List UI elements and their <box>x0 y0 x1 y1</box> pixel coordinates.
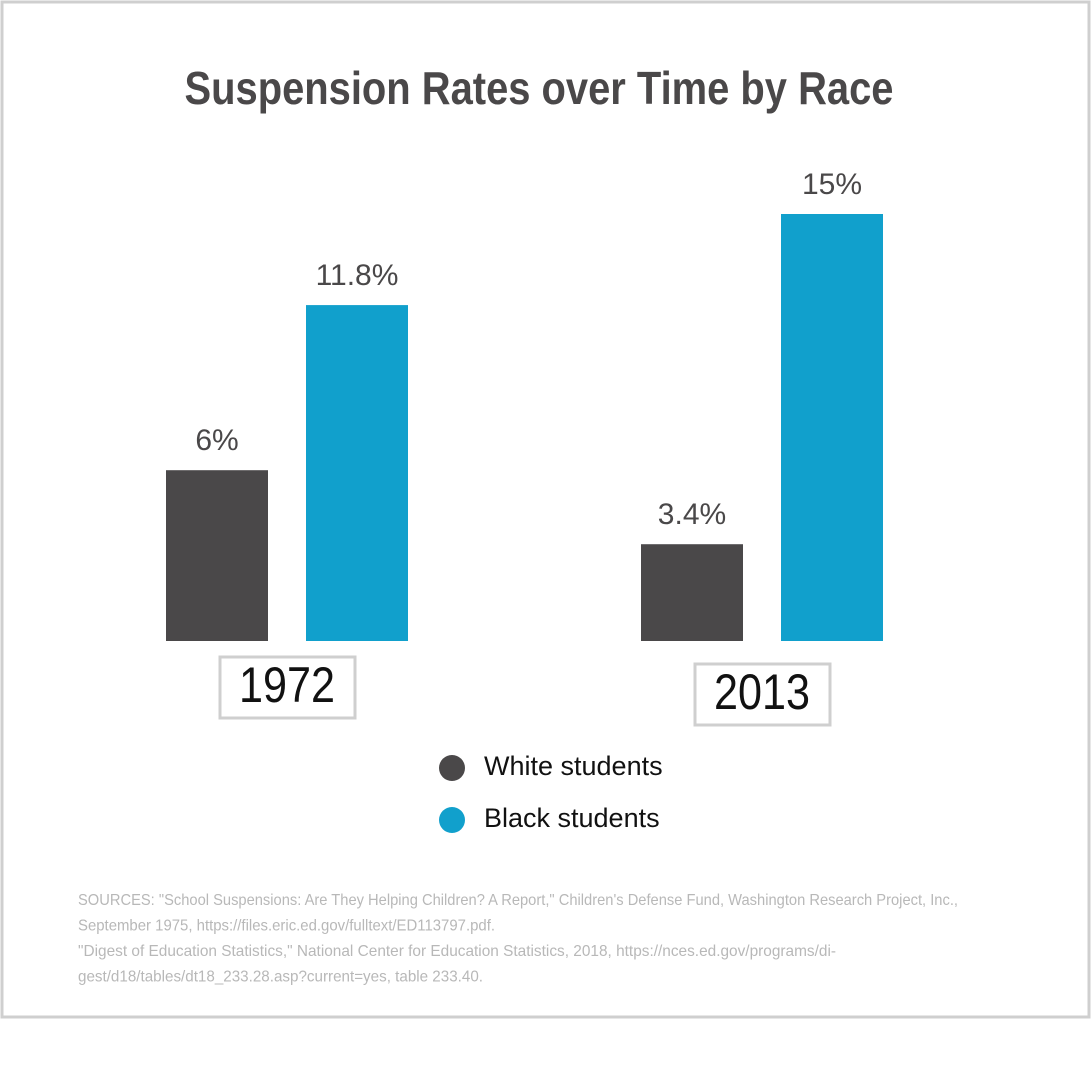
source-note: gest/d18/tables/dt18_233.28.asp?current=… <box>78 969 483 986</box>
x-tick-label: 2013 <box>714 664 810 720</box>
value-label: 15% <box>802 168 862 201</box>
value-label: 11.8% <box>316 259 399 292</box>
category-box <box>693 662 832 727</box>
source-note: September 1975, https://files.eric.ed.go… <box>78 918 495 935</box>
source-note: "Digest of Education Statistics," Nation… <box>78 943 836 960</box>
category-box <box>218 655 357 720</box>
bar <box>781 214 883 641</box>
frame <box>0 0 1091 1019</box>
value-label: 3.4% <box>658 498 726 531</box>
value-label: 6% <box>195 424 238 457</box>
bar <box>306 305 408 641</box>
chart-title: Suspension Rates over Time by Race <box>185 62 894 114</box>
bar <box>641 544 743 641</box>
legend-swatch <box>439 755 465 781</box>
source-note: SOURCES: "School Suspensions: Are They H… <box>78 892 958 909</box>
legend-label: White students <box>484 751 663 781</box>
legend-label: Black students <box>484 803 660 833</box>
bar <box>166 470 268 641</box>
legend-swatch <box>439 807 465 833</box>
x-tick-label: 1972 <box>239 657 335 713</box>
